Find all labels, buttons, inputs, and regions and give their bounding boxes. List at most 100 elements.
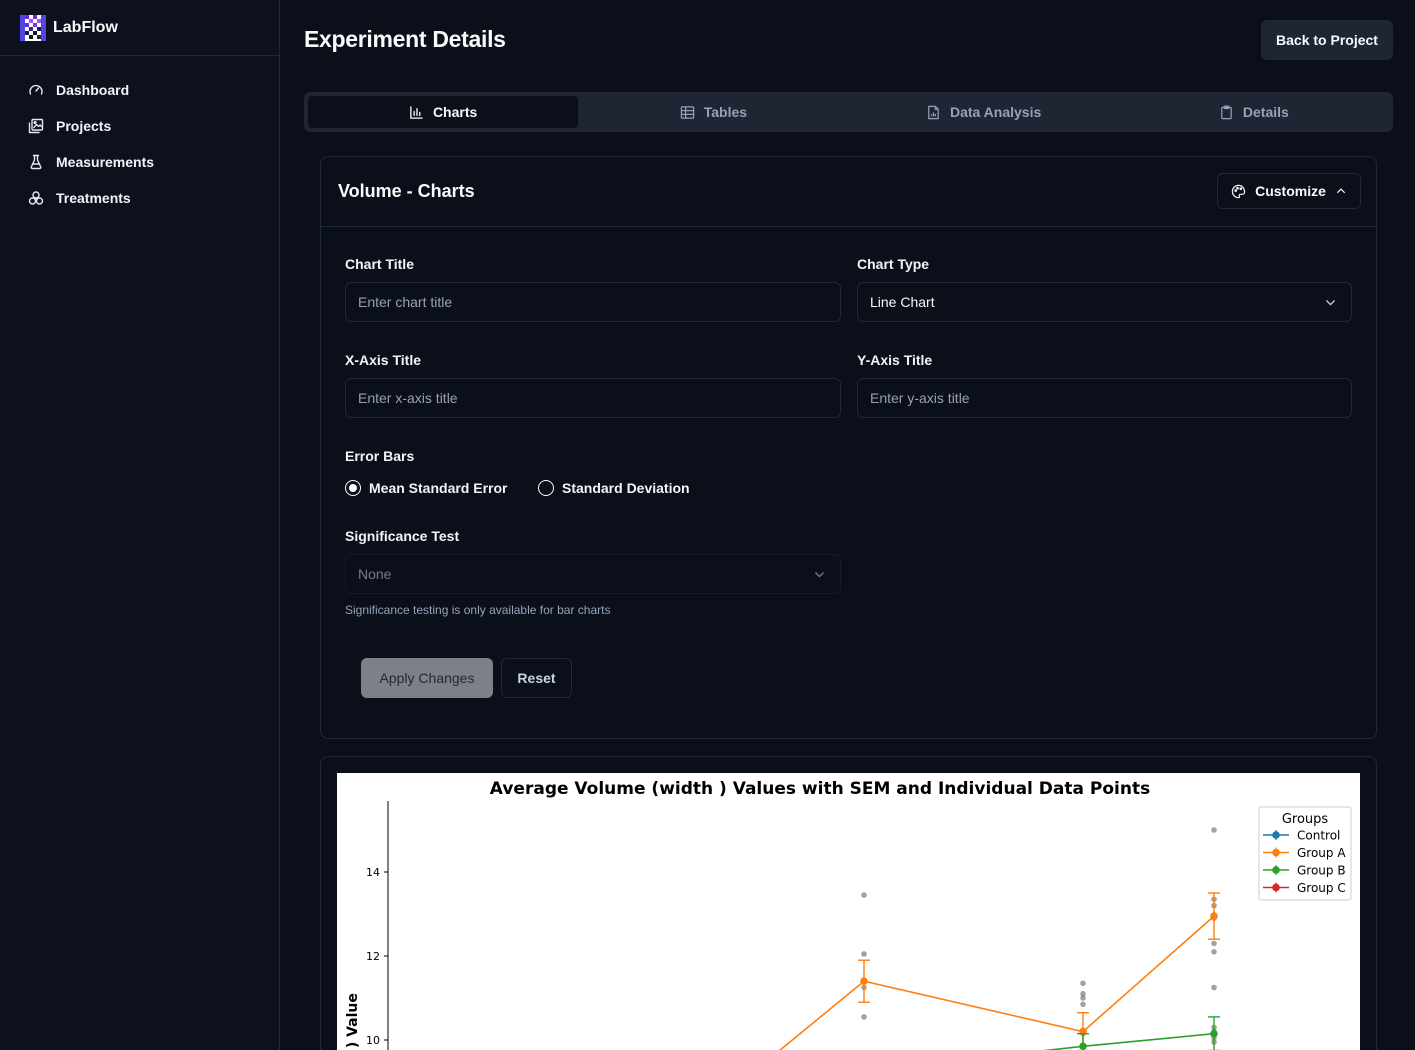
significance-test-label: Significance Test <box>345 528 460 544</box>
legend-label: Group A <box>1297 846 1346 860</box>
y-axis-label: h ) Value <box>345 993 361 1050</box>
legend-box <box>1258 806 1352 901</box>
back-to-project-button[interactable]: Back to Project <box>1261 20 1393 60</box>
chart-title-input[interactable] <box>345 282 841 322</box>
individual-data-point <box>1080 991 1086 997</box>
individual-data-point <box>861 892 867 898</box>
sidebar-item-projects[interactable]: Projects <box>0 108 279 144</box>
individual-data-point <box>1211 984 1217 991</box>
chart-svg: Average Volume (width ) Values with SEM … <box>345 779 1352 1050</box>
radio-label: Standard Deviation <box>562 480 690 496</box>
mean-marker <box>1210 1029 1218 1038</box>
y-tick-label: 14 <box>366 866 380 879</box>
y-axis-title-input[interactable] <box>857 378 1352 418</box>
chart-settings-card: Volume - Charts Customize Chart Title Ch… <box>320 156 1377 739</box>
individual-data-point <box>861 951 867 957</box>
individual-data-point <box>1211 940 1217 947</box>
significance-help-text: Significance testing is only available f… <box>345 603 611 617</box>
gauge-icon <box>29 84 43 95</box>
tab-charts[interactable]: Charts <box>308 96 579 128</box>
significance-test-value: None <box>358 566 392 582</box>
legend-marker <box>1272 848 1280 857</box>
series-line-segment <box>1042 1045 1084 1050</box>
tab-data-analysis[interactable]: Data Analysis <box>849 96 1119 128</box>
mean-marker <box>860 977 868 985</box>
chevron-up-icon <box>1336 188 1345 194</box>
sidebar-item-dashboard[interactable]: Dashboard <box>0 72 279 108</box>
card-header: Volume - Charts Customize <box>321 157 1376 227</box>
images-icon <box>28 118 44 134</box>
y-tick-label: 12 <box>366 950 380 963</box>
tab-label: Data Analysis <box>949 104 1042 120</box>
chevron-down-icon <box>1326 300 1335 306</box>
page-title: Experiment Details <box>304 26 506 52</box>
bar-chart-icon <box>410 105 423 119</box>
legend-marker <box>1272 883 1280 892</box>
radio-standard-deviation[interactable]: Standard Deviation <box>538 480 690 496</box>
x-axis-title-input[interactable] <box>345 378 841 418</box>
plot-area <box>778 827 1220 1050</box>
radio-unselected-icon <box>538 480 554 496</box>
sidebar-item-measurements[interactable]: Measurements <box>0 144 279 180</box>
chart-card: Average Volume (width ) Values with SEM … <box>320 756 1377 1050</box>
individual-data-point <box>1211 827 1217 833</box>
apply-changes-button[interactable]: Apply Changes <box>361 658 493 698</box>
series-line-segment <box>778 980 865 1050</box>
chart-type-label: Chart Type <box>857 256 930 272</box>
labflow-logo-icon <box>20 14 46 41</box>
sidebar-item-label: Projects <box>56 118 112 134</box>
mean-marker <box>1079 1042 1087 1050</box>
brand[interactable]: LabFlow <box>0 0 279 56</box>
error-bars-label: Error Bars <box>345 448 415 464</box>
individual-data-point <box>1080 1001 1086 1008</box>
significance-test-select[interactable]: None <box>345 554 841 594</box>
sidebar-item-label: Measurements <box>56 154 155 170</box>
tab-label: Tables <box>703 104 748 120</box>
legend-label: Group C <box>1297 881 1346 895</box>
y-axis-ticks: 10 12 14 <box>366 866 388 1047</box>
individual-data-point <box>1080 995 1086 1001</box>
tab-label: Charts <box>432 104 478 120</box>
legend: Groups Control Group A Group B Group C <box>1258 806 1352 901</box>
y-tick-label: 10 <box>366 1034 380 1047</box>
chevron-down-icon <box>815 572 824 578</box>
customize-label: Customize <box>1255 183 1326 199</box>
chart-title-label: Chart Title <box>345 256 414 272</box>
customize-button[interactable]: Customize <box>1217 173 1361 209</box>
legend-marker <box>1272 866 1280 874</box>
individual-data-point <box>861 1014 867 1020</box>
tab-label: Details <box>1242 104 1289 120</box>
sidebar: LabFlow Dashboard Projects Measurements … <box>0 0 280 1050</box>
sidebar-item-label: Dashboard <box>56 82 130 98</box>
flask-icon <box>30 154 42 170</box>
sidebar-item-treatments[interactable]: Treatments <box>0 180 279 216</box>
chart-figure: Average Volume (width ) Values with SEM … <box>337 773 1360 1050</box>
clipboard-icon <box>1221 105 1232 119</box>
palette-icon <box>1231 184 1246 198</box>
individual-data-point <box>1080 980 1086 987</box>
app-name: LabFlow <box>53 18 118 36</box>
chart-title: Average Volume (width ) Values with SEM … <box>490 779 1150 799</box>
tab-tables[interactable]: Tables <box>578 96 848 128</box>
reset-button[interactable]: Reset <box>501 658 572 698</box>
radio-mean-standard-error[interactable]: Mean Standard Error <box>345 480 507 496</box>
x-axis-title-label: X-Axis Title <box>345 352 421 368</box>
mean-marker <box>1210 912 1218 920</box>
legend-label: Control <box>1297 829 1340 843</box>
sidebar-item-label: Treatments <box>56 190 131 206</box>
chart-type-value: Line Chart <box>870 294 935 310</box>
radio-label: Mean Standard Error <box>369 480 508 496</box>
tab-bar: Charts Tables Data Analysis Details <box>304 92 1393 132</box>
series-line-group-b <box>1082 1032 1215 1048</box>
series-line-group-a <box>863 915 1215 1033</box>
legend-title: Groups <box>1282 812 1329 827</box>
sidebar-nav: Dashboard Projects Measurements Treatmen… <box>0 56 279 216</box>
legend-label: Group B <box>1297 864 1346 878</box>
file-chart-icon <box>928 105 939 119</box>
tab-details[interactable]: Details <box>1119 96 1389 128</box>
individual-data-point <box>1211 949 1217 955</box>
y-axis-title-label: Y-Axis Title <box>857 352 933 368</box>
table-icon <box>680 105 694 119</box>
chart-type-select[interactable]: Line Chart <box>857 282 1352 322</box>
biohazard-icon <box>28 191 44 205</box>
